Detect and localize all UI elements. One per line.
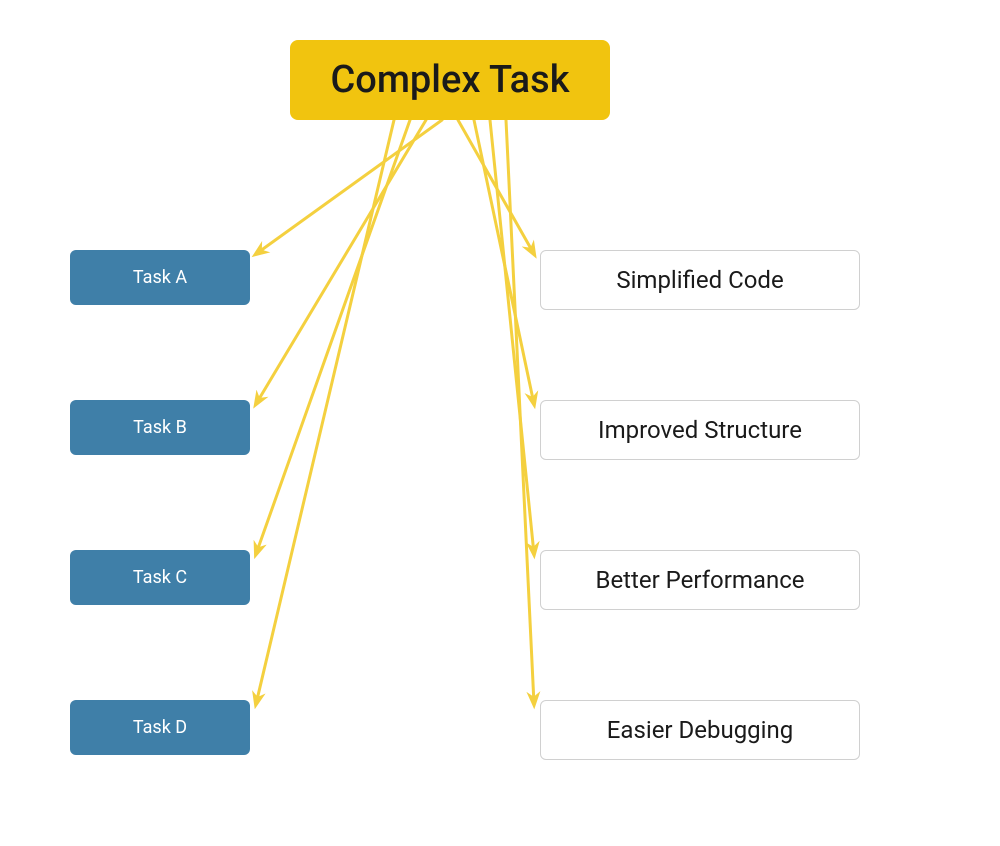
benefit-node-benefit-improved-structure-label: Improved Structure — [598, 416, 802, 444]
edge-benefit-easier-debugging — [506, 120, 534, 704]
task-node-task-b-label: Task B — [133, 417, 187, 438]
task-node-task-a-label: Task A — [133, 267, 187, 288]
task-node-task-c-label: Task C — [133, 567, 187, 588]
benefit-node-benefit-simplified-code: Simplified Code — [540, 250, 860, 310]
task-node-task-b: Task B — [70, 400, 250, 455]
edge-task-d — [256, 120, 394, 704]
edge-benefit-improved-structure — [474, 120, 534, 404]
edge-task-c — [256, 120, 410, 554]
benefit-node-benefit-simplified-code-label: Simplified Code — [616, 266, 783, 294]
task-node-task-d-label: Task D — [133, 717, 187, 738]
task-node-task-a: Task A — [70, 250, 250, 305]
benefit-node-benefit-better-performance-label: Better Performance — [595, 566, 804, 594]
benefit-node-benefit-improved-structure: Improved Structure — [540, 400, 860, 460]
benefit-node-benefit-easier-debugging-label: Easier Debugging — [607, 716, 793, 744]
edge-task-a — [256, 120, 442, 254]
root-node: Complex Task — [290, 40, 610, 120]
edge-benefit-simplified-code — [458, 120, 534, 254]
task-node-task-c: Task C — [70, 550, 250, 605]
task-node-task-d: Task D — [70, 700, 250, 755]
root-node-label: Complex Task — [330, 58, 569, 102]
benefit-node-benefit-better-performance: Better Performance — [540, 550, 860, 610]
edge-benefit-better-performance — [490, 120, 534, 554]
benefit-node-benefit-easier-debugging: Easier Debugging — [540, 700, 860, 760]
edge-task-b — [256, 120, 426, 404]
